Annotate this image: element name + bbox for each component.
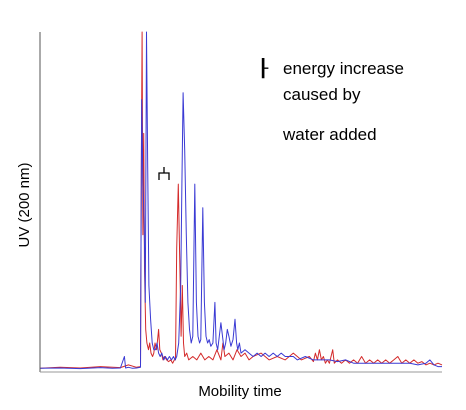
annotation-line-2: caused by <box>283 85 361 104</box>
legend-marker-icon: ┠ <box>258 58 269 79</box>
series-line-2 <box>39 31 442 370</box>
annotation-line-1: energy increase <box>283 59 404 78</box>
x-axis-label: Mobility time <box>198 383 281 400</box>
series-line-1 <box>39 31 443 369</box>
annotation-line-3: water added <box>282 125 377 144</box>
annotation-bracket-peak <box>158 167 170 180</box>
y-axis-label: UV (200 nm) <box>16 162 33 247</box>
plot-area <box>39 31 443 370</box>
